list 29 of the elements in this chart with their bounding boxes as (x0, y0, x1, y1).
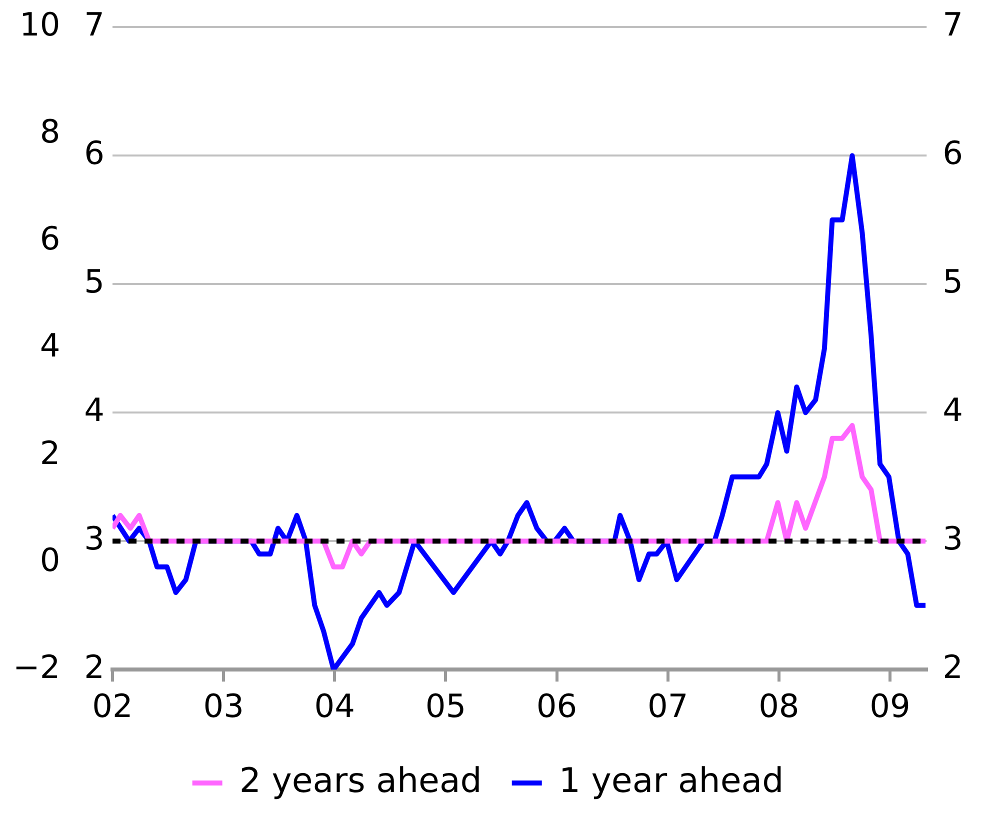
y2-tick-label: 3 (942, 519, 963, 558)
y2-tick-label: 6 (942, 134, 963, 172)
x-tick-label: 07 (648, 687, 688, 726)
y-tick-label: 4 (84, 390, 105, 429)
x-tick-label: 08 (758, 687, 800, 726)
y2-tick-label: 4 (942, 390, 963, 429)
y3-tick-label: 0 (40, 540, 60, 579)
y-tick-label: 7 (84, 6, 105, 44)
y3-tick-label: 8 (40, 112, 60, 151)
x-tick-label: 03 (203, 687, 244, 726)
y2-tick-label: 7 (942, 6, 963, 44)
y3-tick-label: 6 (40, 220, 60, 258)
x-tick-label: 02 (92, 687, 133, 726)
x-tick-label: 05 (425, 687, 466, 726)
y2-tick-label: 2 (942, 648, 963, 686)
y-tick-label: 5 (84, 262, 105, 300)
legend-label: 2 years ahead (239, 760, 482, 801)
y-tick-label: 2 (84, 648, 105, 686)
y3-tick-label: −2 (13, 648, 60, 686)
x-tick-label: 04 (314, 687, 356, 726)
x-tick-label: 09 (870, 687, 910, 726)
y-tick-label: 3 (84, 519, 105, 558)
legend-label: 1 year ahead (558, 760, 784, 801)
x-tick-label: 06 (536, 687, 578, 726)
y3-tick-label: 10 (19, 6, 60, 44)
y3-tick-label: 4 (40, 326, 60, 365)
y-tick-label: 6 (84, 134, 105, 172)
y2-tick-label: 5 (942, 262, 963, 300)
y3-tick-label: 2 (40, 434, 60, 472)
